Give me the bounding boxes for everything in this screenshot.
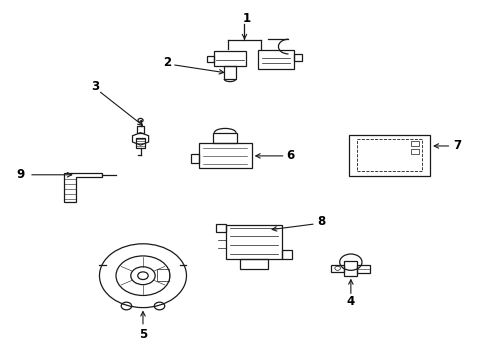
Bar xyxy=(213,133,237,144)
Text: 2: 2 xyxy=(163,55,171,68)
Text: 9: 9 xyxy=(17,168,25,181)
Text: 6: 6 xyxy=(285,149,294,162)
Bar xyxy=(136,138,145,148)
Bar xyxy=(410,149,418,154)
Bar xyxy=(330,265,344,271)
Bar xyxy=(344,261,357,276)
Bar xyxy=(357,265,369,273)
Bar xyxy=(356,139,422,171)
Text: 3: 3 xyxy=(91,80,99,93)
Bar xyxy=(191,154,198,163)
Bar xyxy=(206,56,213,62)
Text: 1: 1 xyxy=(243,12,250,25)
Bar xyxy=(348,135,429,176)
Bar xyxy=(225,225,282,259)
Bar xyxy=(240,259,267,269)
Bar xyxy=(198,144,251,168)
Bar xyxy=(282,249,291,259)
Bar xyxy=(216,224,225,232)
Bar xyxy=(224,66,235,79)
Bar xyxy=(410,141,418,146)
Text: 5: 5 xyxy=(139,328,147,341)
Bar xyxy=(137,126,144,133)
Bar xyxy=(213,51,246,66)
Text: 4: 4 xyxy=(346,295,354,308)
Text: 7: 7 xyxy=(452,139,460,153)
Bar xyxy=(293,54,302,61)
Bar xyxy=(157,269,169,282)
Bar xyxy=(258,50,293,69)
Text: 8: 8 xyxy=(317,215,325,228)
